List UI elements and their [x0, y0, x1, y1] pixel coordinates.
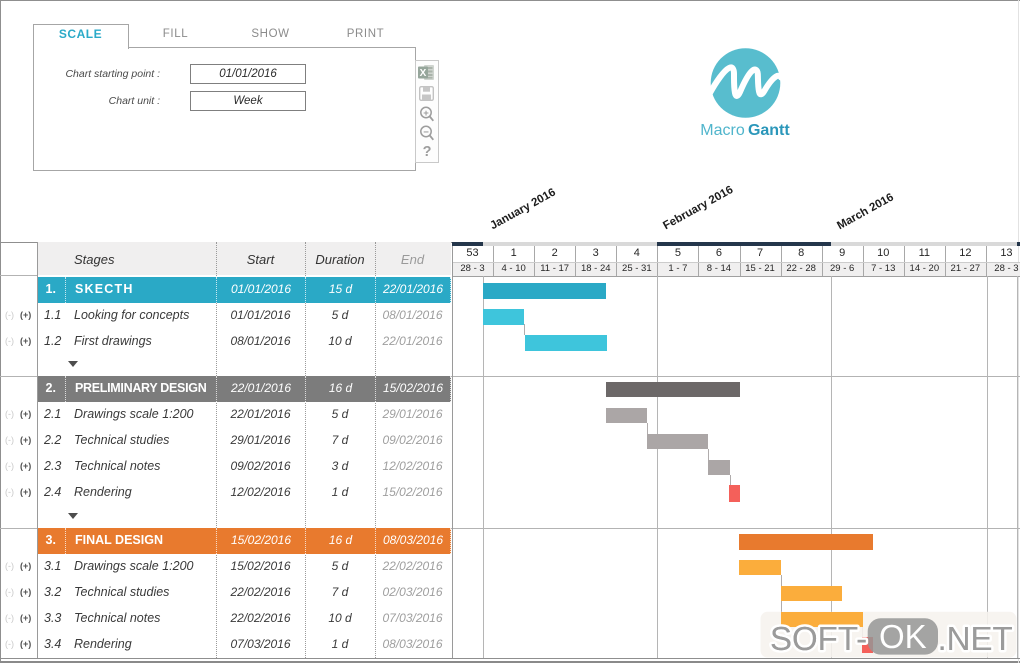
- svg-text:+: +: [423, 108, 429, 119]
- svg-text:OK: OK: [879, 618, 927, 655]
- svg-text:SOFT-: SOFT-: [770, 620, 867, 657]
- svg-text:−: −: [423, 127, 429, 138]
- svg-text:X: X: [420, 68, 427, 79]
- svg-text:.NET: .NET: [938, 620, 1013, 657]
- svg-text:.NET: .NET: [938, 620, 1013, 657]
- svg-text:SOFT-: SOFT-: [770, 620, 867, 657]
